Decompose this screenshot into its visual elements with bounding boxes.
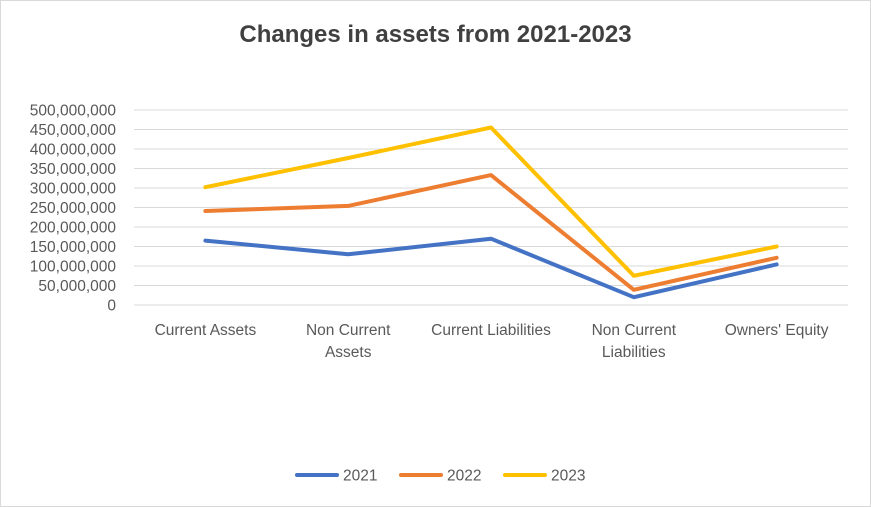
series-line-2021 [203, 236, 779, 300]
y-tick-label: 250,000,000 [30, 200, 117, 217]
series-line-2022 [203, 173, 779, 292]
y-tick-label: 400,000,000 [30, 142, 117, 159]
x-category-label: Current Assets [155, 322, 257, 339]
x-category-label: Current Liabilities [431, 322, 551, 339]
y-tick-label: 150,000,000 [30, 239, 117, 256]
y-tick-label: 350,000,000 [30, 161, 117, 178]
legend-label-2023: 2023 [551, 468, 585, 485]
y-tick-label: 450,000,000 [30, 122, 117, 139]
y-tick-label: 500,000,000 [30, 103, 117, 120]
chart-title: Changes in assets from 2021-2023 [239, 21, 632, 48]
x-category-label: Non Current Liabilities [592, 322, 677, 361]
legend-label-2022: 2022 [447, 468, 481, 485]
y-axis-ticks: 500,000,000 450,000,000 400,000,000 350,000… [30, 103, 117, 315]
x-category-label: Non Current Assets [306, 322, 391, 361]
y-tick-label: 200,000,000 [30, 220, 117, 237]
series-line-2023 [203, 125, 779, 278]
series-lines [203, 125, 779, 300]
legend-label-2021: 2021 [343, 468, 377, 485]
gridlines [134, 109, 848, 306]
y-tick-label: 100,000,000 [30, 259, 117, 276]
y-tick-label: 300,000,000 [30, 181, 117, 198]
y-tick-label: 50,000,000 [38, 278, 116, 295]
x-axis-categories: Current Assets Non Current Assets Current L… [155, 322, 829, 361]
x-category-label: Owners' Equity [725, 322, 829, 339]
y-tick-label: 0 [107, 298, 116, 315]
legend: 2021 2022 2023 [295, 468, 585, 485]
